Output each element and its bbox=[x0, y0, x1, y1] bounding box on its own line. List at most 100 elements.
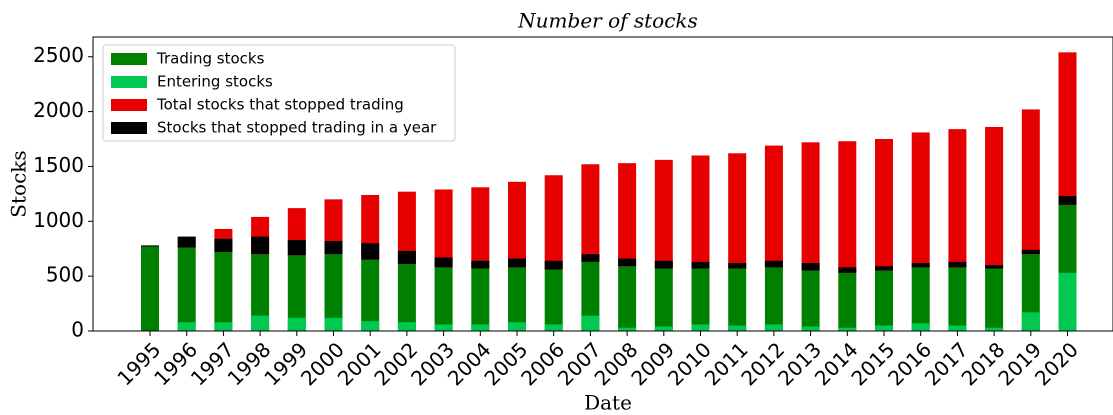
bar-segment bbox=[728, 325, 747, 331]
bar-segment bbox=[948, 129, 967, 268]
bar-segment bbox=[397, 264, 416, 331]
bar-segment bbox=[764, 145, 783, 268]
legend-label: Stocks that stopped trading in a year bbox=[157, 119, 437, 137]
bar-segment bbox=[1021, 254, 1040, 331]
bar-segment bbox=[618, 258, 637, 267]
bar-segment bbox=[911, 132, 930, 268]
bar-segment bbox=[324, 241, 343, 255]
bar-segment bbox=[985, 268, 1004, 331]
bar-segment bbox=[177, 322, 196, 331]
bar-segment bbox=[618, 266, 637, 331]
legend: Trading stocks Entering stocks Total stock… bbox=[102, 44, 456, 142]
bar-segment bbox=[214, 238, 233, 253]
legend-label: Total stocks that stopped trading bbox=[156, 96, 404, 114]
bar-segment bbox=[471, 260, 490, 269]
y-tick-label: 0 bbox=[71, 318, 84, 342]
bar-segment bbox=[287, 317, 306, 331]
bar-segment bbox=[214, 322, 233, 331]
bar-segment bbox=[1058, 272, 1077, 331]
bar-segment bbox=[434, 257, 453, 268]
bar-segment bbox=[875, 139, 893, 271]
bar-segment bbox=[838, 267, 857, 273]
bar-segment bbox=[1021, 249, 1040, 255]
bar-segment bbox=[544, 324, 563, 331]
bar-segment bbox=[838, 141, 857, 273]
bar-segment bbox=[875, 266, 893, 271]
legend-swatch bbox=[111, 53, 147, 65]
bar-segment bbox=[691, 155, 710, 269]
plot-frame bbox=[92, 36, 1113, 332]
bar-segment bbox=[581, 254, 600, 262]
bar-segment bbox=[618, 327, 637, 331]
bar-segment bbox=[361, 321, 380, 331]
bar-segment bbox=[691, 324, 710, 331]
bar-segment bbox=[544, 269, 563, 331]
bar-segment bbox=[1021, 312, 1040, 331]
bar-segment bbox=[985, 327, 1004, 331]
bar-segment bbox=[764, 324, 783, 331]
bar-segment bbox=[434, 189, 453, 268]
bar-segment bbox=[324, 254, 343, 331]
bar-segment bbox=[434, 267, 453, 331]
bar-segment bbox=[801, 262, 820, 271]
bar-segment bbox=[508, 258, 526, 268]
bar-segment bbox=[508, 267, 526, 331]
y-tick-label: 500 bbox=[46, 263, 84, 287]
bar-segment bbox=[801, 270, 820, 331]
bar-segment bbox=[508, 322, 526, 331]
bar-segment bbox=[361, 259, 380, 331]
bar-segment bbox=[654, 326, 673, 331]
bar-segment bbox=[141, 245, 159, 247]
bar-segment bbox=[141, 246, 159, 331]
bar-segment bbox=[911, 267, 930, 331]
bar-segment bbox=[397, 322, 416, 331]
legend-swatch bbox=[111, 122, 147, 134]
bar-segment bbox=[875, 325, 893, 331]
bar-segment bbox=[654, 260, 673, 269]
bar-segment bbox=[324, 199, 343, 255]
legend-label: Trading stocks bbox=[156, 50, 265, 68]
bar-segment bbox=[251, 236, 270, 255]
bar-segment bbox=[728, 153, 747, 269]
bar-segment bbox=[654, 159, 673, 269]
bar-segment bbox=[948, 267, 967, 331]
bar-segment bbox=[251, 315, 270, 331]
bar-segment bbox=[581, 164, 600, 262]
bar-segment bbox=[728, 268, 747, 331]
bar-segment bbox=[948, 261, 967, 268]
bar-segment bbox=[324, 317, 343, 331]
legend-label: Entering stocks bbox=[157, 73, 273, 91]
bar-segment bbox=[1058, 52, 1077, 205]
y-tick-label: 1500 bbox=[33, 153, 84, 177]
bar-segment bbox=[654, 268, 673, 331]
bar-segment bbox=[508, 181, 526, 268]
bar-segment bbox=[471, 268, 490, 331]
legend-swatch bbox=[111, 99, 147, 111]
y-tick-label: 2500 bbox=[33, 43, 84, 67]
bar-segment bbox=[691, 261, 710, 269]
chart-title: Number of stocks bbox=[517, 9, 698, 33]
bar-segment bbox=[581, 261, 600, 331]
bar-segment bbox=[728, 262, 747, 269]
bar-segment bbox=[397, 250, 416, 265]
bar-segment bbox=[397, 191, 416, 265]
bar-segment bbox=[177, 247, 196, 331]
bar-segment bbox=[287, 239, 306, 256]
bar-segment bbox=[287, 255, 306, 331]
bar-segment bbox=[948, 325, 967, 331]
bar-segment bbox=[434, 324, 453, 331]
bar-segment bbox=[911, 323, 930, 331]
bar-segment bbox=[801, 326, 820, 331]
bar-segment bbox=[985, 126, 1004, 269]
bar-segment bbox=[985, 265, 1004, 269]
bar-segment bbox=[214, 252, 233, 331]
bar-segment bbox=[471, 187, 490, 269]
bar-segment bbox=[911, 262, 930, 268]
bar-segment bbox=[251, 254, 270, 331]
x-tick-label: 2020 bbox=[1030, 337, 1083, 390]
bar-segment bbox=[838, 272, 857, 331]
bar-segment bbox=[838, 327, 857, 331]
bar-segment bbox=[1021, 109, 1040, 255]
bar-segment bbox=[764, 267, 783, 331]
